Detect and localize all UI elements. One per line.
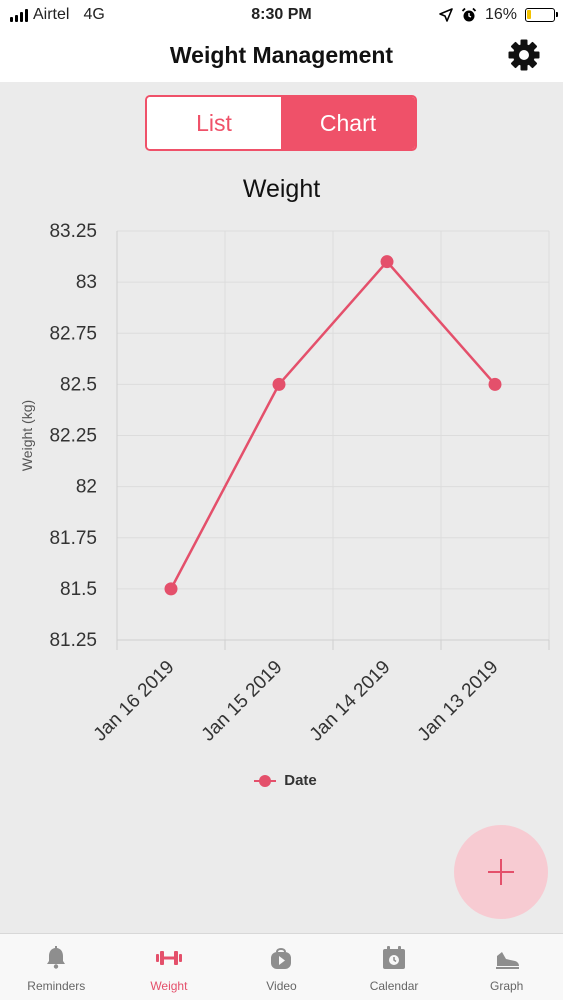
status-left: Airtel 4G: [10, 6, 105, 24]
add-weight-button[interactable]: [454, 825, 548, 919]
tab-label: Graph: [489, 979, 524, 993]
tab-graph[interactable]: Graph: [450, 934, 563, 1000]
data-point: [164, 582, 178, 596]
legend-marker: [254, 774, 277, 787]
bell-icon: [47, 946, 66, 969]
series-line: [169, 259, 496, 590]
gear-icon: [508, 39, 540, 71]
tab-video[interactable]: Video: [225, 934, 338, 1000]
battery-percent: 16%: [484, 6, 517, 23]
tab-label: Video: [266, 979, 297, 993]
app-header: Weight Management: [0, 30, 563, 82]
y-tick-label: 83.25: [49, 221, 97, 242]
tab-label: Reminders: [27, 979, 86, 993]
alarm-icon: [461, 7, 477, 22]
view-toggle: List Chart: [145, 95, 417, 151]
play-bag-icon: [271, 948, 292, 969]
network-label: 4G: [83, 6, 105, 23]
content-area: List Chart Weight 83.25 83 82.75 82.5 82.25 8…: [0, 82, 563, 933]
signal-icon: [10, 8, 28, 22]
y-tick-label: 82.25: [49, 426, 97, 447]
y-tick-label: 81.5: [60, 579, 97, 600]
y-tick-label: 82.5: [60, 374, 97, 395]
x-tick-label: Jan 13 2019: [414, 657, 503, 746]
data-point: [272, 377, 286, 391]
tab-chart[interactable]: Chart: [281, 97, 415, 149]
settings-button[interactable]: [507, 38, 541, 72]
x-tick-label: Jan 15 2019: [198, 657, 287, 746]
y-tick-label: 81.25: [49, 630, 97, 651]
battery-icon: [525, 8, 558, 22]
tab-bar: Reminders Weight Video Calendar: [0, 933, 563, 1000]
status-bar: Airtel 4G 8:30 PM 16%: [0, 0, 563, 30]
legend-label: Date: [284, 772, 317, 789]
y-tick-label: 82: [76, 477, 97, 498]
chart-legend[interactable]: Date: [0, 772, 563, 789]
x-tick-label: Jan 16 2019: [90, 657, 179, 746]
y-axis-label: Weight (kg): [19, 400, 35, 471]
y-tick-label: 81.75: [49, 528, 97, 549]
data-point: [380, 255, 394, 269]
carrier-label: Airtel: [33, 6, 70, 23]
tab-label: Calendar: [369, 979, 419, 993]
tab-calendar[interactable]: Calendar: [338, 934, 451, 1000]
tab-label: Weight: [150, 979, 188, 993]
battery-fill: [527, 10, 531, 19]
tab-list[interactable]: List: [147, 97, 281, 149]
calendar-icon: [383, 946, 406, 969]
weight-chart: 83.25 83 82.75 82.5 82.25 82 81.75 81.5 81.25 Jan…: [19, 221, 550, 746]
y-tick-label: 83: [76, 272, 97, 293]
x-tick-label: Jan 14 2019: [306, 657, 395, 746]
location-arrow-icon: [439, 8, 453, 22]
dumbbell-icon: [155, 951, 182, 965]
page-title: Weight Management: [169, 42, 394, 68]
clock: 8:30 PM: [251, 6, 312, 23]
status-right: 16%: [439, 6, 558, 24]
data-point: [488, 377, 502, 391]
tab-weight[interactable]: Weight: [113, 934, 226, 1000]
shoe-icon: [495, 952, 519, 969]
plus-icon: [488, 859, 514, 885]
y-tick-label: 82.75: [49, 323, 97, 344]
tab-reminders[interactable]: Reminders: [0, 934, 113, 1000]
chart-title: Weight: [242, 175, 321, 203]
